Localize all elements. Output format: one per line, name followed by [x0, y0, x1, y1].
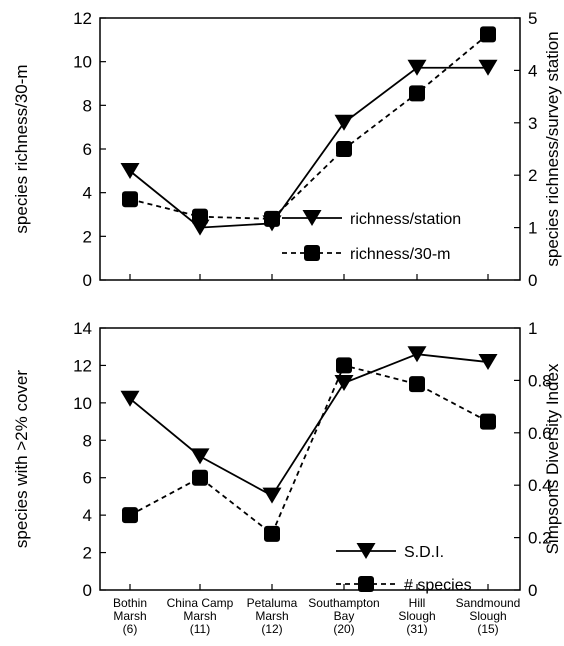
- data-point: [409, 85, 425, 102]
- right-axis-tick-label: 4: [528, 61, 537, 80]
- left-axis-tick-label: 8: [83, 431, 92, 450]
- left-axis-label: species with >2% cover: [12, 370, 31, 548]
- right-axis-tick-label: 3: [528, 114, 537, 133]
- legend-marker: [358, 576, 374, 592]
- legend-label: richness/30-m: [350, 246, 450, 263]
- data-point: [264, 210, 280, 227]
- right-axis-tick-label: 0: [528, 271, 537, 290]
- category-label: Southampton Bay (20): [308, 596, 379, 636]
- category-label: China Camp Marsh (11): [167, 596, 234, 636]
- data-point: [480, 413, 496, 430]
- left-axis-tick-label: 14: [73, 319, 92, 338]
- right-axis-tick-label: 0.8: [528, 371, 552, 390]
- data-point: [192, 469, 208, 486]
- legend-label: S.D.I.: [404, 544, 444, 561]
- right-axis-tick-label: 2: [528, 166, 537, 185]
- data-point: [264, 525, 280, 542]
- category-label: Sandmound Slough (15): [456, 596, 521, 636]
- data-point: [478, 354, 498, 371]
- data-point: [478, 59, 498, 76]
- plot-frame: [99, 17, 521, 281]
- series-line-2: [129, 364, 489, 536]
- left-axis-tick-label: 12: [73, 9, 92, 28]
- right-axis-tick-label: 0.6: [528, 424, 552, 443]
- legend-marker: [302, 210, 322, 226]
- left-axis-tick-label: 8: [83, 96, 92, 115]
- data-point: [334, 375, 354, 392]
- series-line-2: [129, 33, 489, 220]
- left-axis-label: species richness/30-m: [12, 64, 31, 233]
- series-line-1: [129, 353, 489, 497]
- right-axis-tick-label: 1: [528, 219, 537, 238]
- data-point: [122, 507, 138, 524]
- left-axis-tick-label: 10: [73, 53, 92, 72]
- right-axis-tick-label: 5: [528, 9, 537, 28]
- left-axis-tick-label: 2: [83, 227, 92, 246]
- left-axis-tick-label: 10: [73, 394, 92, 413]
- data-point: [336, 141, 352, 157]
- left-axis-tick-label: 6: [83, 140, 92, 159]
- data-point: [407, 59, 427, 76]
- left-axis-tick-label: 6: [83, 469, 92, 488]
- right-axis-tick-label: 1: [528, 319, 537, 338]
- category-label: Bothin Marsh (6): [113, 596, 147, 636]
- data-point: [190, 448, 210, 465]
- data-point: [480, 26, 496, 43]
- data-point: [120, 390, 140, 407]
- left-axis-tick-label: 0: [83, 581, 92, 600]
- right-axis-label: Simpsons Diversity Index: [543, 363, 562, 554]
- data-point: [336, 357, 352, 374]
- legend-label: richness/station: [350, 211, 461, 228]
- category-label: Hill Slough (31): [398, 596, 435, 636]
- category-label: Petaluma Marsh (12): [247, 596, 298, 636]
- left-axis-tick-label: 4: [83, 506, 92, 525]
- series-line-1: [129, 66, 488, 229]
- legend-marker: [356, 543, 376, 559]
- right-axis-tick-label: 0: [528, 581, 537, 600]
- chart-panel-2: 0 2 4 6 8 10 12 14 0 0.2 0.4 0.6 0.8 1 species with >2…: [12, 319, 562, 600]
- legend-label: # species: [404, 577, 472, 594]
- legend-marker: [304, 245, 320, 261]
- data-point: [122, 191, 138, 208]
- plot-frame: [99, 327, 521, 591]
- right-axis-tick-label: 0.4: [528, 476, 552, 495]
- data-point: [409, 376, 425, 393]
- left-axis-tick-label: 12: [73, 356, 92, 375]
- data-point: [120, 163, 140, 180]
- data-point: [334, 114, 354, 131]
- right-axis-label: species richness/survey station: [543, 31, 562, 266]
- right-axis-tick-label: 0.2: [528, 529, 552, 548]
- data-point: [192, 208, 208, 225]
- left-axis-tick-label: 4: [83, 184, 92, 203]
- data-point: [262, 487, 282, 504]
- data-point: [407, 346, 427, 363]
- left-axis-tick-label: 2: [83, 544, 92, 563]
- left-axis-tick-label: 0: [83, 271, 92, 290]
